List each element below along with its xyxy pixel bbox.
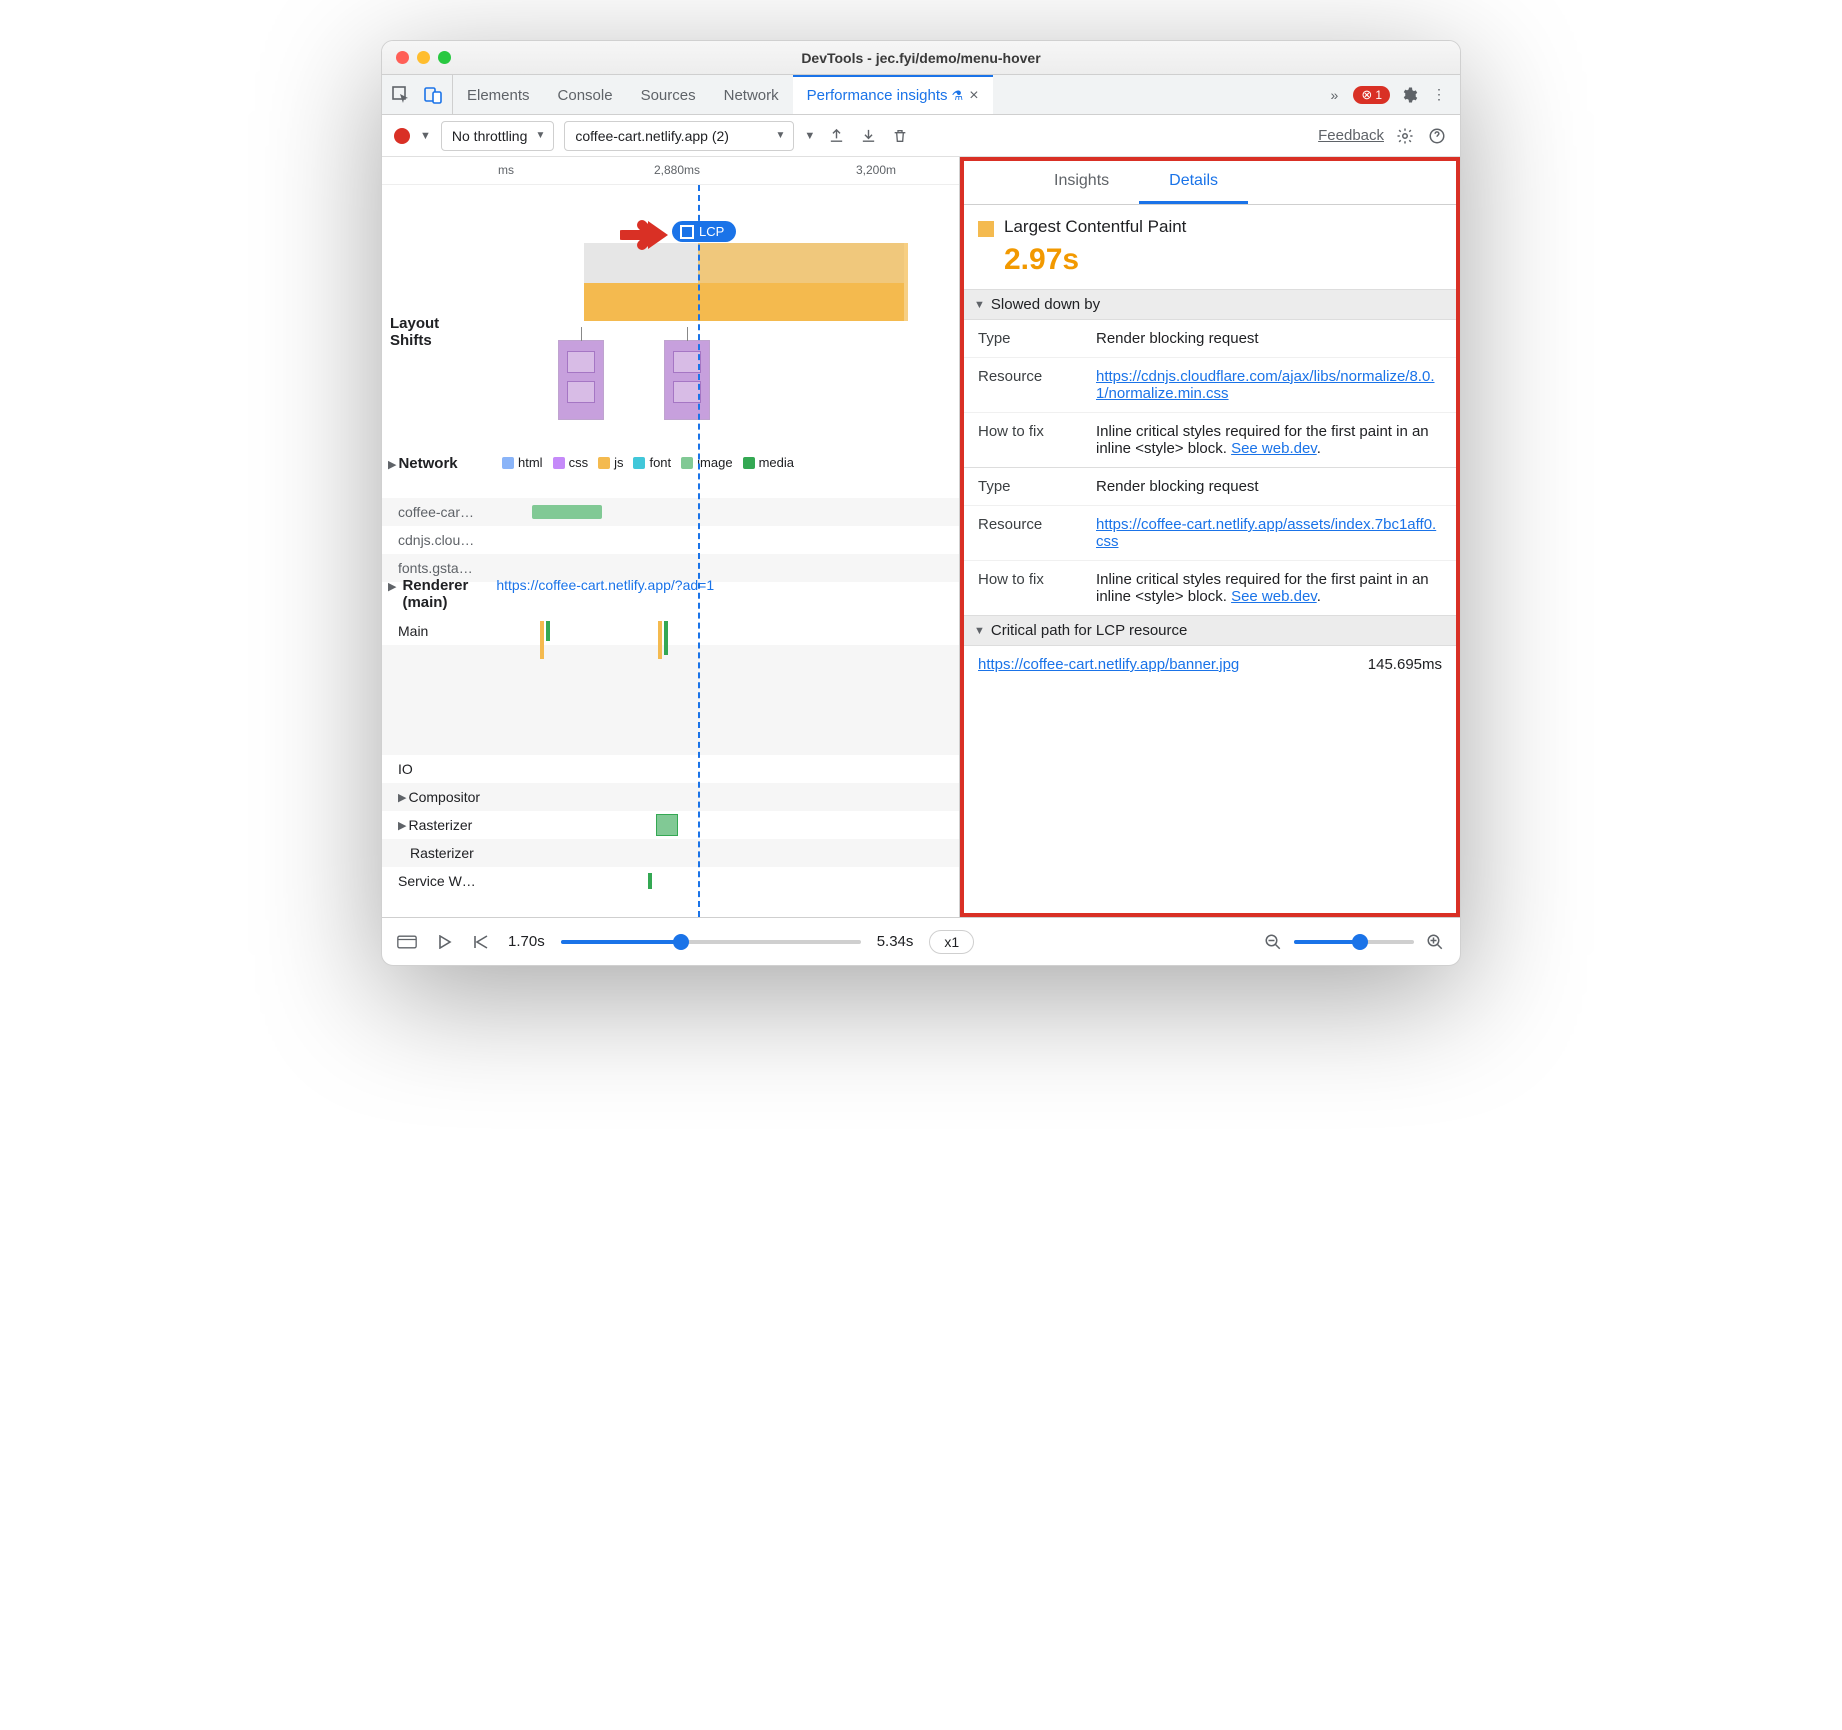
right-tabs: Insights Details [964, 161, 1456, 205]
flask-icon: ⚗ [952, 88, 964, 104]
type-value: Render blocking request [1096, 330, 1442, 347]
flame-block [698, 243, 908, 321]
ls-thumbnail[interactable] [664, 340, 710, 420]
chevron-down-icon: ▼ [974, 625, 985, 637]
type-value: Render blocking request [1096, 478, 1442, 495]
tab-details[interactable]: Details [1139, 161, 1248, 204]
ls-thumbnail[interactable] [558, 340, 604, 420]
tabbar: Elements Console Sources Network Perform… [382, 75, 1460, 115]
thread-row[interactable]: IO [382, 755, 959, 783]
tab-console[interactable]: Console [544, 75, 627, 114]
playback-footer: 1.70s 5.34s x1 [382, 917, 1460, 965]
perf-toolbar: ▼ No throttling coffee-cart.netlify.app … [382, 115, 1460, 157]
thread-row[interactable]: ▶Compositor [382, 783, 959, 811]
resource-link[interactable]: https://coffee-cart.netlify.app/assets/i… [1096, 516, 1436, 550]
settings-small-icon[interactable] [1394, 125, 1416, 147]
thread-row[interactable]: Main [382, 617, 959, 645]
speed-pill[interactable]: x1 [929, 930, 974, 954]
layout-shifts-label: Layout Shifts [390, 315, 439, 349]
preview-icon[interactable] [396, 931, 418, 953]
section-slowed[interactable]: ▼Slowed down by [964, 289, 1456, 320]
time-start: 1.70s [508, 933, 545, 950]
inspect-icon[interactable] [390, 84, 412, 106]
flame-area [502, 243, 959, 321]
zoom-slider[interactable] [1294, 940, 1414, 944]
annotation-arrow-icon [620, 215, 670, 258]
network-section: ▶Network html css js font image media co… [382, 455, 959, 582]
playback-slider[interactable] [561, 940, 861, 944]
import-icon[interactable] [857, 125, 879, 147]
tab-perf-insights[interactable]: Performance insights ⚗ × [793, 75, 993, 114]
export-icon[interactable] [825, 125, 847, 147]
play-icon[interactable] [434, 931, 456, 953]
crit-path-url[interactable]: https://coffee-cart.netlify.app/banner.j… [978, 656, 1239, 673]
chevron-right-icon[interactable]: ▶ [388, 459, 396, 471]
tab-network[interactable]: Network [710, 75, 793, 114]
window-title: DevTools - jec.fyi/demo/menu-hover [382, 50, 1460, 66]
tab-sources[interactable]: Sources [627, 75, 710, 114]
chevron-right-icon[interactable]: ▶ [398, 819, 406, 832]
devtools-window: DevTools - jec.fyi/demo/menu-hover Eleme… [381, 40, 1461, 966]
lanes: LCP Layout Shifts ▶Network html css [382, 185, 959, 917]
zoom-out-icon[interactable] [1262, 931, 1284, 953]
main-split: ms 2,880ms 3,200m LCP Layout Shifts [382, 157, 1460, 917]
kebab-menu-icon[interactable]: ⋮ [1428, 84, 1450, 106]
device-toggle-icon[interactable] [422, 84, 444, 106]
tab-elements[interactable]: Elements [453, 75, 544, 114]
lcp-vline [698, 185, 700, 917]
network-row[interactable]: coffee-car… [382, 498, 959, 526]
chevron-down-icon: ▼ [974, 299, 985, 311]
thread-row[interactable]: Service W… [382, 867, 959, 895]
thread-row-spacer [382, 645, 959, 755]
tab-perf-insights-label: Performance insights [807, 87, 948, 104]
error-badge[interactable]: 1 [1353, 86, 1390, 104]
lcp-marker[interactable]: LCP [672, 221, 736, 242]
throttling-select[interactable]: No throttling [441, 121, 554, 151]
metric-value: 2.97s [964, 243, 1456, 289]
timeline-panel: ms 2,880ms 3,200m LCP Layout Shifts [382, 157, 960, 917]
recording-select[interactable]: coffee-cart.netlify.app (2) [564, 121, 794, 151]
thread-row[interactable]: Rasterizer [382, 839, 959, 867]
renderer-section: ▶ Renderer (main) https://coffee-cart.ne… [382, 577, 959, 895]
more-tabs-icon[interactable]: » [1323, 84, 1345, 106]
time-ruler: ms 2,880ms 3,200m [382, 157, 959, 185]
chevron-right-icon[interactable]: ▶ [398, 791, 406, 804]
tab-close-icon[interactable]: × [969, 87, 978, 105]
details-panel: Insights Details Largest Contentful Pain… [960, 157, 1460, 917]
time-end: 5.34s [877, 933, 914, 950]
thread-row[interactable]: ▶Rasterizer [382, 811, 959, 839]
feedback-link[interactable]: Feedback [1318, 127, 1384, 144]
chevron-right-icon[interactable]: ▶ [388, 580, 396, 593]
record-menu-caret-icon[interactable]: ▼ [420, 130, 431, 142]
tab-insights[interactable]: Insights [1024, 161, 1139, 204]
delete-icon[interactable] [889, 125, 911, 147]
network-label: Network [398, 455, 457, 472]
settings-icon[interactable] [1398, 84, 1420, 106]
see-webdev-link[interactable]: See web.dev [1231, 440, 1317, 457]
metric-swatch-icon [978, 221, 994, 237]
help-icon[interactable] [1426, 125, 1448, 147]
crit-path-time: 145.695ms [1368, 656, 1442, 673]
resource-link[interactable]: https://cdnjs.cloudflare.com/ajax/libs/n… [1096, 368, 1435, 402]
zoom-in-icon[interactable] [1424, 931, 1446, 953]
see-webdev-link[interactable]: See web.dev [1231, 588, 1317, 605]
titlebar: DevTools - jec.fyi/demo/menu-hover [382, 41, 1460, 75]
rewind-icon[interactable] [470, 931, 492, 953]
record-icon[interactable] [394, 128, 410, 144]
network-legend: html css js font image media [502, 455, 794, 470]
recording-menu-caret-icon[interactable]: ▼ [804, 130, 815, 142]
network-row[interactable]: cdnjs.clou… [382, 526, 959, 554]
layout-shift-thumbs [558, 340, 710, 420]
metric-title: Largest Contentful Paint [1004, 217, 1186, 237]
renderer-url[interactable]: https://coffee-cart.netlify.app/?ad=1 [496, 577, 714, 593]
renderer-label: Renderer (main) [402, 577, 468, 611]
section-critical-path[interactable]: ▼Critical path for LCP resource [964, 615, 1456, 646]
